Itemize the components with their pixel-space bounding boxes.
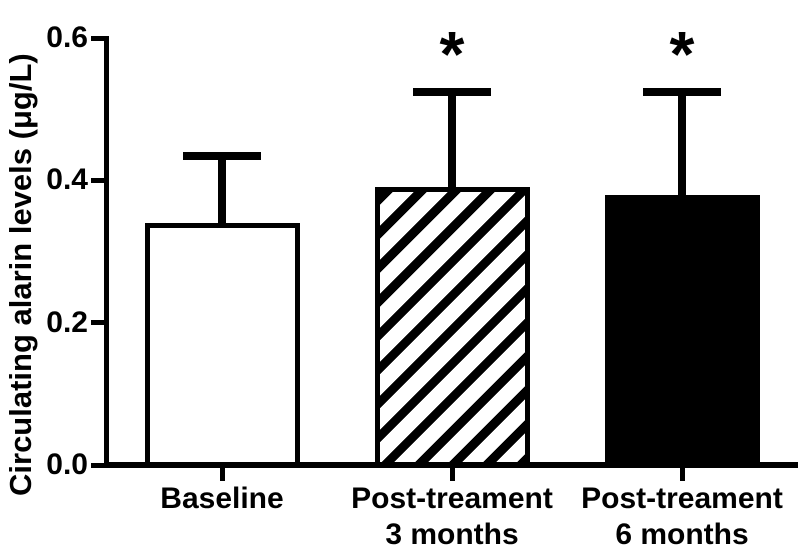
x-category-label-line: Post-treament	[581, 482, 783, 515]
x-category-label-line: 3 months	[385, 518, 519, 550]
x-tick-mark	[680, 468, 685, 481]
error-bar-cap-6-months	[643, 87, 721, 96]
x-category-label-line: 6 months	[615, 518, 749, 550]
y-tick-mark	[91, 462, 105, 468]
error-bar-stem-3-months	[448, 93, 456, 188]
x-tick-mark	[450, 468, 455, 481]
y-tick-label-0.2: 0.2	[46, 305, 88, 339]
x-category-label-post-treatment-3-months: Post-treament 3 months	[327, 481, 577, 550]
significance-asterisk-3-months: *	[439, 18, 465, 90]
y-axis-line	[104, 36, 109, 468]
y-tick-mark	[91, 35, 105, 41]
x-category-label-line: Post-treament	[351, 482, 553, 515]
x-category-label-baseline: Baseline	[97, 481, 347, 517]
error-bar-stem-6-months	[678, 93, 686, 195]
x-category-label-line: Baseline	[160, 482, 284, 515]
error-bar-cap-3-months	[413, 87, 491, 96]
bar-baseline	[144, 223, 300, 467]
error-bar-cap-baseline	[183, 151, 261, 160]
y-tick-label-0.0: 0.0	[46, 448, 88, 481]
x-tick-mark	[220, 468, 225, 481]
error-bar-stem-baseline	[218, 157, 226, 224]
y-tick-mark	[91, 320, 105, 326]
y-tick-mark	[91, 177, 105, 183]
bar-post-treatment-3-months	[374, 187, 530, 467]
x-category-label-post-treatment-6-months: Post-treament 6 months	[557, 481, 800, 550]
significance-asterisk-6-months: *	[669, 18, 695, 90]
bar-post-treatment-6-months	[604, 194, 760, 467]
y-tick-label-0.6: 0.6	[46, 21, 88, 54]
x-axis-line	[104, 462, 798, 468]
y-tick-label-0.4: 0.4	[46, 163, 88, 197]
